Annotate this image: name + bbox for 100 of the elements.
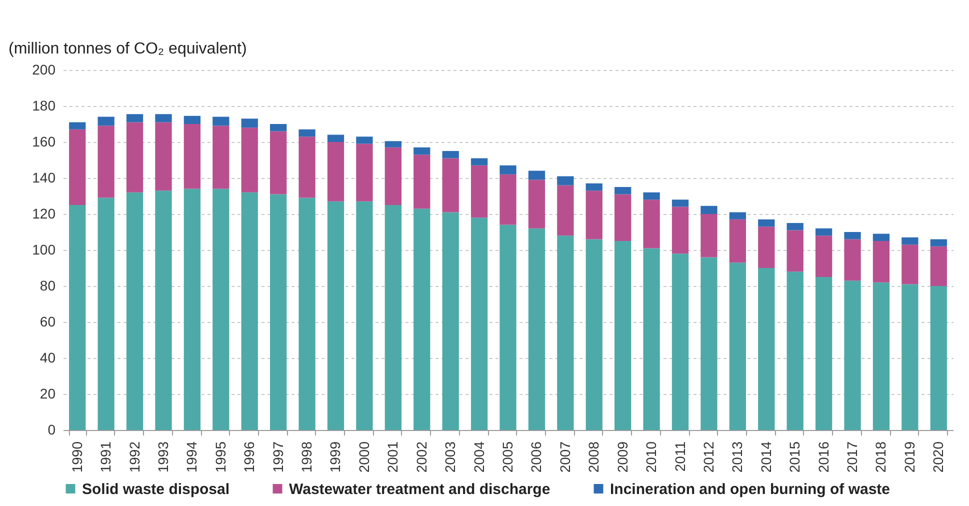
bar [356, 136, 373, 144]
x-tick-label: 2002 [413, 441, 430, 473]
x-tick-label: 1991 [98, 441, 114, 473]
bar [528, 228, 546, 430]
bar [872, 241, 890, 282]
bar [241, 118, 258, 128]
bar [557, 185, 574, 236]
y-tick-label: 20 [40, 386, 56, 402]
bar [414, 147, 430, 155]
bar [414, 154, 430, 209]
bar [786, 230, 804, 272]
x-tick-label: 1995 [212, 441, 228, 473]
bar [69, 129, 86, 205]
x-tick-label: 1993 [154, 441, 171, 473]
x-tick-label: 2020 [930, 441, 946, 473]
bar [470, 158, 488, 166]
x-tick-label: 1994 [184, 441, 200, 473]
x-tick-label: 2001 [384, 441, 401, 473]
legend-label: Solid waste disposal [82, 480, 230, 498]
bar [69, 205, 86, 430]
bar [815, 277, 832, 430]
bar [902, 244, 918, 284]
x-tick-label: 1998 [298, 441, 315, 473]
x-tick-label: 2018 [872, 441, 889, 473]
bar [586, 190, 602, 240]
bar [470, 165, 488, 218]
bar [212, 188, 230, 430]
bar [442, 212, 459, 430]
bar [643, 248, 660, 430]
bar [758, 219, 775, 227]
bar [184, 188, 201, 430]
bar [126, 114, 144, 122]
bar [815, 228, 832, 236]
bar [442, 151, 459, 158]
bar [643, 192, 660, 200]
bar [327, 142, 344, 202]
bar [844, 280, 861, 430]
x-tick-label: 1990 [68, 441, 85, 473]
bar [586, 183, 602, 191]
y-tick-label: 0 [48, 422, 56, 438]
bar [758, 268, 775, 430]
bar [872, 234, 890, 241]
bar [442, 158, 459, 212]
bar [930, 246, 947, 286]
bar [270, 124, 287, 132]
x-tick-label: 2000 [356, 441, 372, 473]
bar [155, 122, 172, 191]
bar [643, 200, 660, 248]
bar [844, 239, 861, 281]
x-tick-label: 2006 [528, 441, 544, 473]
bar [844, 232, 861, 240]
x-tick-label: 1999 [327, 441, 344, 473]
bar [327, 134, 344, 142]
bar [69, 122, 86, 130]
bar [557, 176, 574, 186]
bar [930, 239, 947, 246]
y-tick-label: 180 [32, 98, 56, 114]
bar [155, 190, 172, 430]
bar [384, 205, 402, 430]
y-tick-label: 160 [32, 134, 56, 150]
bar [212, 116, 230, 126]
bar [758, 226, 775, 268]
y-tick-label: 80 [40, 278, 56, 294]
bar [729, 212, 746, 220]
bar [298, 129, 316, 137]
bar [270, 194, 287, 430]
bar [700, 206, 718, 214]
bar [126, 122, 144, 192]
bar [500, 224, 516, 430]
y-tick-label: 140 [32, 170, 56, 186]
bar [872, 282, 890, 430]
x-tick-label: 2009 [614, 441, 630, 473]
bar [298, 198, 316, 430]
bar [614, 194, 632, 241]
x-tick-label: 2016 [815, 441, 832, 473]
bar [586, 239, 602, 430]
bar [356, 201, 373, 430]
legend-label: Wastewater treatment and discharge [289, 480, 550, 498]
bar [98, 126, 114, 198]
bar [614, 187, 632, 194]
bar [815, 236, 832, 277]
x-tick-label: 2013 [729, 441, 746, 473]
x-tick-label: 1997 [270, 441, 286, 473]
bar [241, 128, 258, 192]
bar [729, 219, 746, 263]
x-tick-label: 2014 [758, 441, 774, 473]
bar [902, 237, 918, 245]
x-tick-label: 2011 [672, 441, 688, 472]
x-tick-label: 1996 [241, 441, 258, 473]
bar [384, 147, 402, 205]
bar [700, 214, 718, 258]
x-tick-label: 2019 [901, 441, 918, 473]
bar [356, 144, 373, 202]
x-tick-label: 2015 [786, 441, 803, 473]
bar [184, 116, 201, 124]
bar [298, 136, 316, 198]
bar [786, 223, 804, 230]
bar [414, 208, 430, 430]
bar [270, 131, 287, 194]
bar [126, 192, 144, 430]
